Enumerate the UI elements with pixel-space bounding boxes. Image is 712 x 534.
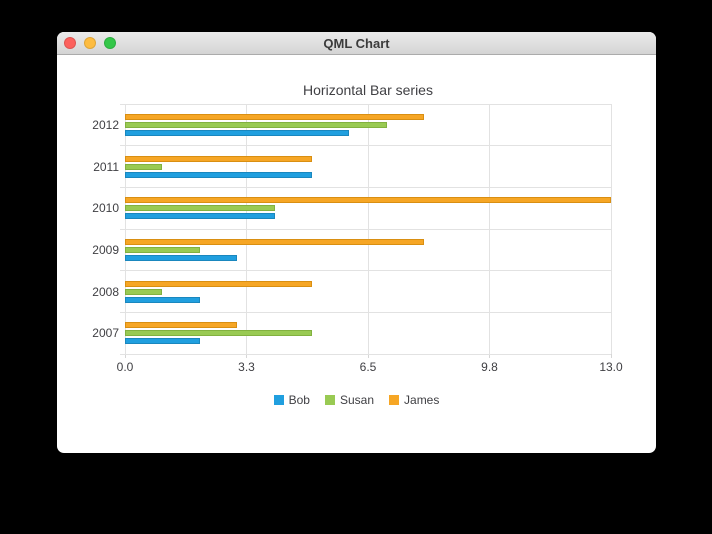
x-tick-label: 0.0: [116, 360, 134, 374]
zoom-button[interactable]: [104, 37, 116, 49]
bar-bob-2008: [125, 296, 200, 303]
legend-item-james: James: [389, 393, 439, 407]
bar-james-2012: [125, 113, 425, 120]
legend-item-susan: Susan: [324, 393, 375, 407]
y-category-label: 2010: [92, 201, 119, 216]
y-gridline: [120, 103, 611, 105]
bar-susan-2011: [125, 163, 163, 170]
x-axis-tick: [124, 354, 126, 358]
bar-susan-2008: [125, 288, 163, 295]
bar-susan-2007: [125, 330, 312, 337]
y-gridline: [120, 186, 611, 188]
close-button[interactable]: [64, 37, 76, 49]
minimize-button[interactable]: [84, 37, 96, 49]
x-axis-line: [120, 353, 611, 355]
legend-label: James: [404, 393, 440, 407]
y-gridline: [120, 228, 611, 230]
legend-marker-icon: [324, 395, 335, 405]
y-category-label: 2012: [92, 117, 119, 132]
x-axis-tick: [246, 354, 247, 358]
window-titlebar[interactable]: QML Chart: [57, 32, 656, 55]
legend-item-bob: Bob: [273, 393, 310, 407]
x-axis-tick: [489, 354, 490, 358]
chart-legend: Bob Susan James: [57, 393, 656, 407]
y-category-label: 2007: [92, 326, 119, 341]
x-tick-label: 6.5: [359, 360, 377, 374]
y-gridline: [120, 270, 611, 272]
legend-label: Susan: [339, 393, 375, 407]
bar-james-2010: [125, 197, 611, 204]
bar-james-2008: [125, 280, 312, 287]
y-category-label: 2008: [92, 284, 119, 299]
chart-title: Horizontal Bar series: [303, 82, 433, 98]
legend-marker-icon: [273, 395, 284, 405]
y-gridline: [120, 311, 611, 313]
bar-bob-2009: [125, 254, 238, 261]
x-axis-tick: [367, 354, 369, 358]
bar-james-2009: [125, 238, 425, 245]
x-tick-label: 13.0: [599, 360, 623, 374]
y-gridline: [120, 145, 611, 147]
legend-marker-icon: [389, 395, 400, 405]
y-category-label: 2009: [92, 242, 119, 257]
bar-susan-2012: [125, 121, 387, 128]
x-gridline: [610, 104, 612, 354]
app-window: QML Chart Horizontal Bar series 0.0 3.3 6.…: [57, 32, 656, 453]
bar-james-2007: [125, 322, 238, 329]
bar-bob-2010: [125, 213, 275, 220]
plot-area: 0.0 3.3 6.5 9.8 13.0 2012 2011 2010 2009 2008 2007: [92, 103, 623, 374]
x-tick-label: 3.3: [238, 360, 255, 374]
y-category-label: 2011: [93, 159, 119, 174]
bar-bob-2007: [125, 338, 200, 345]
bar-james-2011: [125, 155, 312, 162]
x-tick-label: 9.8: [481, 360, 498, 374]
x-axis-tick: [610, 354, 612, 358]
bar-susan-2010: [125, 205, 275, 212]
bar-bob-2011: [125, 171, 312, 178]
window-title: QML Chart: [323, 36, 390, 51]
legend-label: Bob: [288, 393, 310, 407]
bar-bob-2012: [125, 129, 350, 136]
bar-susan-2009: [125, 246, 200, 253]
